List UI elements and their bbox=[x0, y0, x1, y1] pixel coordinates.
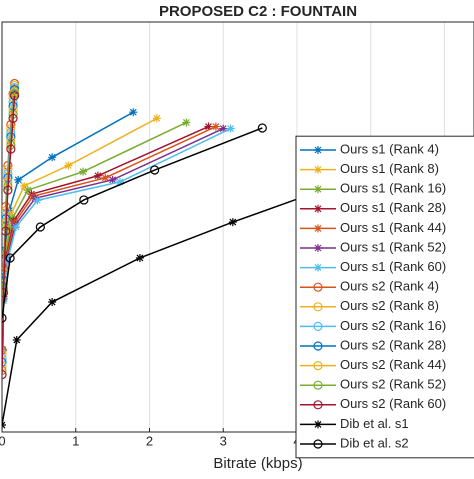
legend-marker bbox=[313, 400, 323, 410]
legend-label: Ours s1 (Rank 16) bbox=[340, 181, 446, 196]
point bbox=[48, 153, 57, 162]
point bbox=[204, 122, 213, 131]
point bbox=[257, 123, 267, 133]
series-line bbox=[2, 127, 231, 351]
point bbox=[152, 114, 161, 123]
legend-marker bbox=[314, 185, 322, 194]
point bbox=[129, 108, 138, 117]
x-tick-label: 3 bbox=[220, 433, 227, 448]
legend-marker bbox=[313, 341, 323, 351]
point bbox=[6, 210, 15, 219]
point bbox=[2, 370, 7, 380]
point bbox=[2, 249, 10, 258]
point bbox=[2, 345, 7, 355]
legend-marker bbox=[314, 420, 322, 429]
point bbox=[2, 361, 7, 371]
point bbox=[8, 113, 18, 123]
point bbox=[79, 167, 88, 176]
series-line bbox=[2, 127, 263, 319]
point bbox=[135, 253, 144, 262]
chart-title: PROPOSED C2 : FOUNTAIN bbox=[159, 3, 357, 20]
point bbox=[2, 353, 7, 363]
legend-label: Ours s2 (Rank 52) bbox=[340, 377, 446, 392]
legend-marker bbox=[313, 321, 323, 331]
legend-label: Ours s1 (Rank 8) bbox=[340, 161, 439, 176]
legend-marker bbox=[313, 439, 323, 449]
point bbox=[33, 196, 42, 205]
legend-label: Ours s1 (Rank 52) bbox=[340, 239, 446, 254]
series-line bbox=[2, 125, 209, 351]
point bbox=[35, 222, 45, 232]
point bbox=[211, 122, 220, 131]
point bbox=[2, 288, 9, 298]
legend-label: Ours s2 (Rank 16) bbox=[340, 318, 446, 333]
x-tick-label: 2 bbox=[146, 433, 153, 448]
point bbox=[12, 335, 21, 344]
point bbox=[12, 223, 21, 231]
legend-marker bbox=[314, 263, 322, 272]
legend-marker bbox=[314, 165, 322, 174]
point bbox=[64, 161, 73, 170]
series-line bbox=[2, 117, 158, 351]
legend-label: Ours s1 (Rank 4) bbox=[340, 141, 439, 156]
point bbox=[6, 144, 16, 154]
point bbox=[79, 195, 89, 205]
point bbox=[10, 218, 19, 227]
point bbox=[11, 220, 20, 229]
legend-marker bbox=[314, 146, 322, 154]
legend-label: Dib et al. s1 bbox=[340, 416, 409, 431]
point bbox=[5, 253, 15, 263]
series-line bbox=[2, 111, 134, 351]
point bbox=[9, 216, 18, 225]
legend-marker bbox=[313, 302, 323, 312]
legend-marker bbox=[314, 224, 322, 233]
point bbox=[48, 298, 57, 307]
point bbox=[150, 165, 160, 175]
point bbox=[228, 218, 237, 227]
point bbox=[108, 175, 117, 184]
point bbox=[116, 177, 124, 186]
x-tick-label: 0 bbox=[0, 433, 6, 448]
point bbox=[219, 124, 228, 133]
x-tick-label: 1 bbox=[72, 433, 79, 448]
legend-marker bbox=[314, 244, 322, 252]
point bbox=[2, 349, 7, 359]
x-axis-label: Bitrate (kbps) bbox=[213, 455, 302, 472]
point bbox=[226, 124, 235, 133]
legend-label: Ours s2 (Rank 60) bbox=[340, 396, 446, 411]
point bbox=[101, 173, 110, 182]
point bbox=[93, 171, 102, 180]
series-line bbox=[2, 197, 301, 426]
series-line bbox=[2, 125, 217, 351]
point bbox=[14, 175, 23, 184]
series-line bbox=[2, 121, 187, 351]
legend-label: Ours s1 (Rank 28) bbox=[340, 200, 446, 215]
series-line bbox=[2, 95, 16, 375]
legend-label: Ours s2 (Rank 4) bbox=[340, 279, 439, 294]
point bbox=[9, 91, 20, 101]
series-layer bbox=[2, 78, 304, 430]
legend-marker bbox=[313, 380, 323, 390]
point bbox=[3, 185, 13, 195]
legend-marker bbox=[313, 361, 323, 371]
legend-marker bbox=[314, 204, 322, 213]
legend-label: Ours s2 (Rank 28) bbox=[340, 337, 446, 352]
point bbox=[2, 357, 7, 367]
legend-label: Ours s1 (Rank 60) bbox=[340, 259, 446, 274]
legend-label: Ours s2 (Rank 44) bbox=[340, 357, 446, 372]
point bbox=[182, 118, 191, 127]
point bbox=[2, 226, 11, 236]
legend-label: Dib et al. s2 bbox=[340, 435, 409, 450]
legend-label: Ours s2 (Rank 8) bbox=[340, 298, 439, 313]
point bbox=[2, 313, 7, 323]
point bbox=[23, 186, 32, 195]
point bbox=[3, 257, 12, 266]
point bbox=[20, 182, 29, 190]
legend-label: Ours s1 (Rank 44) bbox=[340, 220, 446, 235]
legend-marker bbox=[313, 282, 323, 292]
point bbox=[2, 365, 7, 376]
